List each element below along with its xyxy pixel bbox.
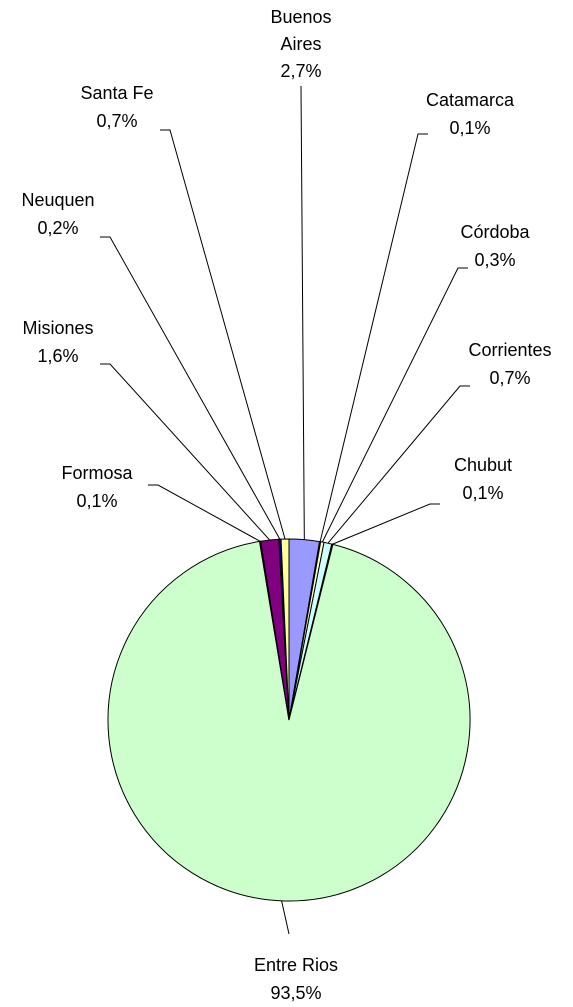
category-label: Catamarca — [425, 90, 515, 110]
slice-label: Neuquen 0,2% — [3, 186, 113, 242]
slice-label: Misiones 1,6% — [3, 314, 113, 370]
category-label: Neuquen — [21, 190, 95, 210]
value-label: 0,7% — [96, 111, 138, 131]
value-label: 93,5% — [270, 983, 322, 1003]
value-label: 0,2% — [37, 218, 79, 238]
slice-label: Buenos Aires 2,7% — [261, 4, 341, 85]
value-label: 2,7% — [280, 61, 322, 81]
pie-slice — [280, 538, 290, 721]
category-label: Formosa — [61, 463, 133, 483]
value-label: 0,1% — [449, 118, 491, 138]
leader-line — [281, 900, 290, 935]
leader-line — [148, 484, 261, 542]
leader-line — [319, 133, 428, 542]
value-label: 0,7% — [489, 368, 531, 388]
leader-line — [327, 385, 470, 544]
category-label: Misiones — [22, 318, 94, 338]
leader-line — [160, 129, 286, 540]
slice-label: Formosa 0,1% — [42, 459, 152, 515]
value-label: 0,1% — [462, 483, 504, 503]
value-label: 1,6% — [37, 346, 79, 366]
category-label: Córdoba — [460, 222, 530, 242]
leader-line — [300, 85, 305, 540]
pie-slice — [107, 540, 471, 902]
slice-label: Corrientes 0,7% — [455, 336, 565, 392]
slice-label: Catamarca 0,1% — [415, 86, 525, 142]
value-label: 0,1% — [76, 491, 118, 511]
slice-label: Córdoba 0,3% — [440, 218, 550, 274]
category-label: Corrientes — [468, 340, 552, 360]
leader-line — [100, 236, 281, 540]
slice-label: Entre Rios 93,5% — [241, 951, 351, 1007]
leader-line — [321, 267, 468, 543]
category-label: Chubut — [453, 455, 513, 475]
category-label: Entre Rios — [253, 955, 339, 975]
category-label: Buenos Aires — [270, 7, 332, 54]
value-label: 0,3% — [474, 250, 516, 270]
leader-line — [332, 503, 440, 545]
slice-label: Santa Fe 0,7% — [62, 79, 172, 135]
category-label: Santa Fe — [80, 83, 154, 103]
slice-label: Chubut 0,1% — [428, 451, 538, 507]
leader-line — [100, 363, 271, 541]
